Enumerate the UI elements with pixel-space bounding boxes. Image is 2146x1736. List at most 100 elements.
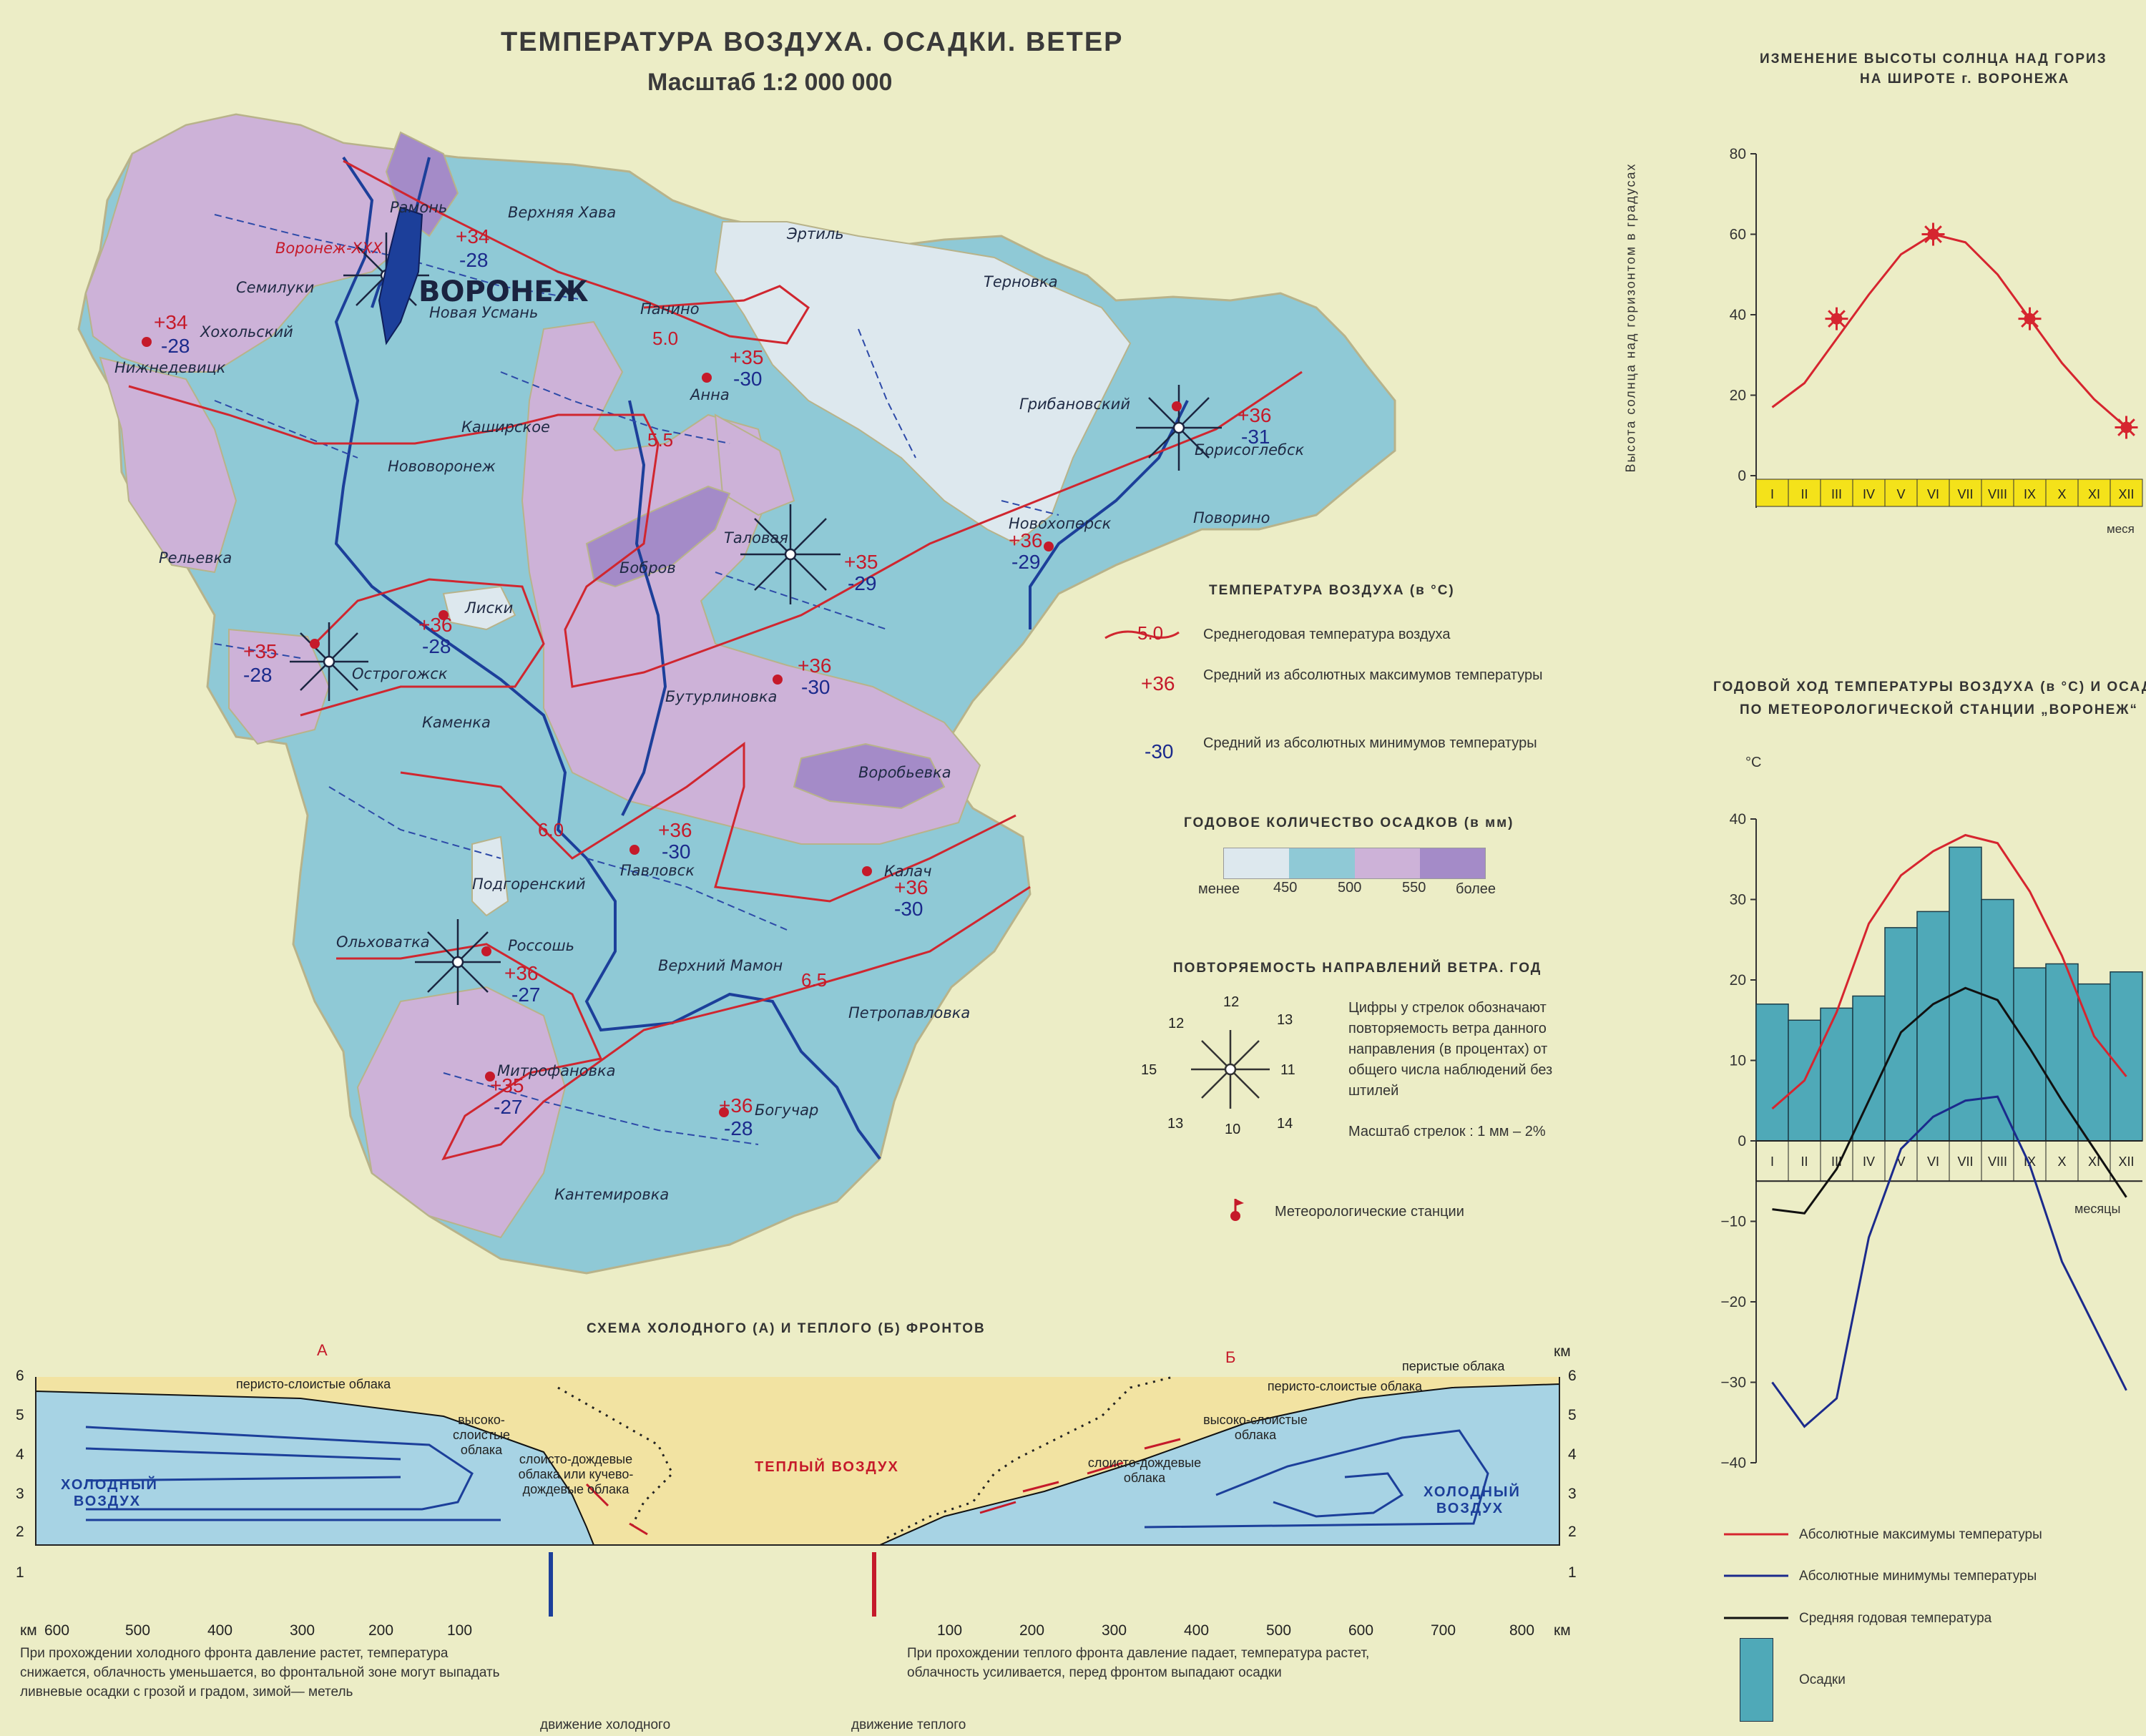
front-distance-right: 300	[1102, 1622, 1127, 1639]
place-label: Анна	[690, 386, 730, 403]
legend-precip-title: ГОДОВОЕ КОЛИЧЕСТВО ОСАДКОВ (в мм)	[1184, 815, 1514, 830]
isotherm-5-5	[128, 371, 1303, 688]
legend-wind-title: ПОВТОРЯЕМОСТЬ НАПРАВЛЕНИЙ ВЕТРА. ГОД	[1173, 961, 1542, 976]
station-marker	[1172, 401, 1182, 411]
cloud-cirrus-b: перистые облака	[1402, 1359, 1505, 1373]
front-height-tick-right: 2	[1568, 1524, 1577, 1540]
isotherm-label: 6.0	[538, 819, 564, 840]
place-label: Каменка	[422, 714, 491, 731]
station-min: -29	[1011, 551, 1041, 573]
river-don	[334, 156, 881, 1160]
weather-station-icon	[1230, 1199, 1244, 1221]
place-label: Россошь	[508, 937, 575, 954]
warm-air-label: ТЕПЛЫЙ ВОЗДУХ	[755, 1459, 899, 1475]
legend-min-line	[1724, 1574, 1788, 1577]
precip-bar	[2045, 963, 2079, 1142]
precip-bar	[2110, 971, 2143, 1142]
place-label: Семилуки	[236, 279, 315, 296]
wind-percent: 14	[1277, 1116, 1293, 1132]
station-marker	[773, 675, 783, 685]
station-max: +36	[894, 876, 929, 898]
place-label: Верхняя Хава	[508, 204, 617, 221]
precip-label: 500	[1338, 880, 1362, 896]
station-max: +34	[154, 311, 188, 333]
station-max: +36	[1009, 529, 1043, 551]
precip-zone-500-550	[714, 413, 795, 516]
isotherm-label: 5.0	[652, 328, 679, 349]
precip-zone-500-550	[99, 356, 237, 574]
cloud-outline-a	[557, 1386, 674, 1531]
front-distance-left: 200	[368, 1622, 394, 1639]
legend-max-text: Средний из абсолютных максимумов темпера…	[1203, 667, 1543, 683]
cloud-cirrostratus-b: перисто-слоистые облака	[1267, 1379, 1423, 1393]
fronts-title: СХЕМА ХОЛОДНОГО (А) И ТЕПЛОГО (Б) ФРОНТО…	[587, 1321, 986, 1336]
place-label: Подгоренский	[472, 876, 586, 893]
legend-max-sample: +36	[1141, 672, 1175, 695]
station-max: +35	[243, 640, 278, 662]
front-distance-left: 600	[44, 1622, 70, 1639]
front-distance-right: 100	[937, 1622, 963, 1639]
station-min: -27	[494, 1096, 523, 1118]
station-marker	[629, 845, 640, 855]
place-label: Новая Усмань	[429, 304, 539, 321]
front-distance-right: 400	[1184, 1622, 1210, 1639]
front-distance-left: 100	[447, 1622, 473, 1639]
station-max: +36	[658, 819, 692, 841]
front-distance-right: 600	[1348, 1622, 1374, 1639]
city-label-voronezh: ВОРОНЕЖ	[418, 275, 589, 308]
cloud-altostratus-b: высоко-слоистые облака	[1203, 1413, 1308, 1442]
wind-percent: 12	[1168, 1016, 1185, 1031]
temp-month-label: I	[1770, 1154, 1774, 1169]
voronezh-city-area	[378, 206, 423, 345]
station-marker	[142, 337, 152, 347]
place-label: Панино	[640, 300, 700, 318]
sun-chart-title-1: ИЗМЕНЕНИЕ ВЫСОТЫ СОЛНЦА НАД ГОРИЗ	[1760, 52, 2107, 67]
temp-month-label: VIII	[1988, 1154, 2007, 1169]
temp-chart-title-1: ГОДОВОЙ ХОД ТЕМПЕРАТУРЫ ВОЗДУХА (в °С) И…	[1713, 680, 2146, 695]
swatch-450-500	[1289, 848, 1355, 878]
precip-zone-under-450	[471, 835, 509, 917]
place-label: Ольховатка	[336, 933, 430, 951]
wind-percent: 15	[1141, 1062, 1157, 1078]
front-a-label: А	[317, 1341, 328, 1359]
temp-series-line	[1771, 833, 2127, 1110]
temp-series-line	[1772, 986, 2127, 1215]
place-label: Верхний Мамон	[658, 957, 783, 974]
front-distance-right: 700	[1431, 1622, 1456, 1639]
precip-zone-over-550	[585, 485, 731, 588]
swatch-500-550	[1354, 848, 1420, 878]
place-label: Каширское	[461, 418, 550, 436]
wind-rose-rossosh	[415, 919, 501, 1005]
front-height-tick-left: 3	[16, 1486, 24, 1502]
temp-chart-xlabel: месяцы	[2074, 1202, 2121, 1216]
precip-zone-500-550	[84, 113, 445, 373]
legend-precip-swatch	[1740, 1638, 1773, 1722]
station-max: +35	[730, 346, 764, 368]
precip-zone-under-450	[714, 221, 1132, 545]
place-label: Поворино	[1193, 509, 1270, 526]
front-height-unit: км	[1554, 1343, 1571, 1360]
fronts-diagram	[35, 1375, 1560, 1617]
place-label: Новохоперск	[1009, 515, 1112, 532]
sun-dot	[2024, 313, 2036, 325]
legend-temp-title: ТЕМПЕРАТУРА ВОЗДУХА (в °С)	[1209, 583, 1455, 598]
swatch-under-450	[1224, 848, 1290, 878]
station-max: +36	[798, 654, 832, 677]
place-label: Нижнедевицк	[114, 359, 226, 376]
sun-dot	[2120, 421, 2132, 433]
temp-month-label: VI	[1927, 1154, 1939, 1169]
precip-bar	[1981, 898, 2014, 1142]
place-label: Петропавловка	[848, 1004, 971, 1021]
sun-dot	[1831, 313, 1843, 325]
map-scale: Масштаб 1:2 000 000	[647, 69, 893, 96]
legend-precip-swatches	[1223, 848, 1486, 879]
station-max: +35	[490, 1074, 524, 1097]
temp-y-tick-label: −10	[1720, 1214, 1746, 1230]
place-label: Лиски	[465, 599, 514, 617]
wind-rose-ostrogozhsk	[290, 622, 368, 701]
cloud-cirrostratus-a: перисто-слоистые облака	[236, 1377, 391, 1391]
station-min: -27	[511, 984, 541, 1006]
legend-wind-rose	[1191, 1030, 1270, 1109]
wind-percent: 10	[1225, 1122, 1241, 1137]
front-height-tick-right: 3	[1568, 1486, 1577, 1502]
